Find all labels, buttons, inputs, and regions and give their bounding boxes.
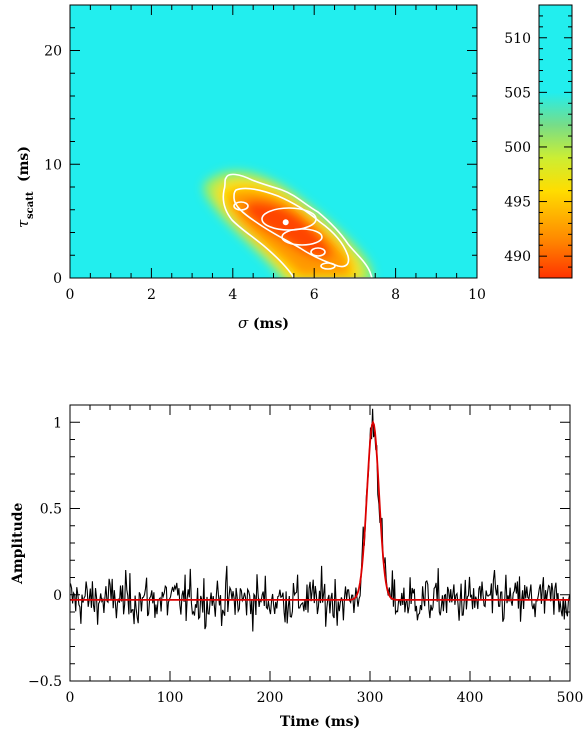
contour-mid — [233, 187, 350, 268]
contour-min-3 — [233, 201, 249, 211]
colorbar-tick-label: 505 — [504, 85, 531, 101]
colorbar-tick-label: 495 — [504, 195, 531, 211]
heatmap-ytick-label: 20 — [44, 44, 62, 60]
heatmap-xtick-label: 6 — [310, 287, 319, 303]
heatmap-xtick-label: 10 — [468, 287, 486, 303]
contour-min-4 — [310, 247, 326, 257]
heatmap-xlabel-unit: (ms) — [253, 316, 289, 332]
heatmap-ylabel-unit: (ms) — [16, 146, 32, 182]
profile-ytick-label: 1 — [53, 415, 62, 431]
profile-xtick-label: 0 — [66, 690, 75, 706]
colorbar-tick-label: 490 — [504, 249, 531, 265]
profile-ylabel: Amplitude — [10, 502, 26, 585]
profile-xtick-label: 300 — [357, 690, 384, 706]
profile-xtick-label: 200 — [257, 690, 284, 706]
colorbar: 490 495 500 505 510 — [504, 4, 573, 279]
heatmap-xlabel: σ (ms) — [238, 314, 289, 332]
contour-min-2 — [281, 228, 323, 246]
profile-model-line — [70, 419, 570, 601]
colorbar-tick-label: 500 — [504, 140, 531, 156]
heatmap-field — [203, 171, 373, 278]
contour-min-1 — [261, 207, 317, 231]
profile-ticks: 0 100 200 300 400 500−0.500.51 — [28, 405, 583, 706]
profile-panel: 0 100 200 300 400 500−0.500.51 Amplitude Time… — [10, 404, 583, 730]
profile-xtick-label: 400 — [457, 690, 484, 706]
heatmap-ylabel-subscript: scatt — [25, 191, 36, 219]
contour-outer — [222, 173, 373, 278]
heatmap-ylabel-symbol: τ — [14, 219, 32, 228]
profile-frame — [69, 404, 571, 682]
heatmap-xtick-label: 8 — [391, 287, 400, 303]
profile-xtick-label: 100 — [157, 690, 184, 706]
heatmap-xlabel-symbol: σ — [238, 314, 249, 332]
heatmap-ytick-label: 0 — [53, 271, 62, 287]
profile-data-line — [70, 408, 570, 632]
profile-ytick-label: 0.5 — [40, 502, 62, 518]
heatmap-panel: 0 2 4 6 8 10 0 10 20 τ scatt (ms) σ (ms) — [14, 4, 486, 332]
heatmap-xtick-label: 4 — [228, 287, 237, 303]
profile-ytick-label: 0 — [53, 588, 62, 604]
heatmap-xtick-label: 0 — [66, 287, 75, 303]
profile-xlabel: Time (ms) — [280, 714, 360, 730]
heatmap-ticks: 0 2 4 6 8 10 0 10 20 — [44, 4, 486, 303]
heatmap-xtick-label: 2 — [147, 287, 156, 303]
minimum-marker — [282, 219, 289, 226]
colorbar-gradient — [538, 4, 573, 279]
colorbar-ticks: 490 495 500 505 510 — [504, 4, 572, 279]
colorbar-tick-label: 510 — [504, 31, 531, 47]
heatmap-ylabel: τ scatt (ms) — [14, 146, 36, 228]
heatmap-ytick-label: 10 — [44, 157, 62, 173]
profile-xtick-label: 500 — [557, 690, 584, 706]
profile-ytick-label: −0.5 — [28, 674, 62, 690]
heatmap-contours — [222, 173, 373, 278]
contour-min-5 — [320, 262, 336, 270]
